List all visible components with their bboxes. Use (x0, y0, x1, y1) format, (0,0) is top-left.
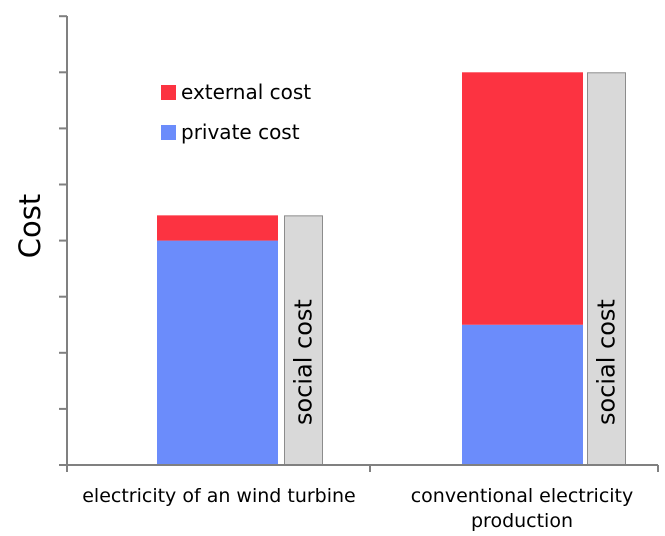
x-tick-label-1-1: production (471, 510, 573, 532)
legend-swatch-external-cost (161, 85, 176, 100)
bar-private-cost-1 (462, 324, 583, 465)
x-tick-label-1-0: conventional electricity (411, 485, 634, 507)
bar-private-cost-0 (157, 240, 278, 465)
y-axis-label: Cost (13, 194, 47, 258)
x-axis-labels: electricity of an wind turbine convention… (82, 485, 633, 532)
axes (59, 15, 659, 472)
bar-external-cost-0 (157, 215, 278, 241)
legend-swatch-private-cost (161, 125, 176, 140)
bar-external-cost-1 (462, 72, 583, 325)
bar-social-cost-1 (587, 72, 626, 466)
legend: external cost private cost (161, 80, 311, 144)
social-cost-label-1: social cost (593, 299, 621, 425)
x-tick-label-0-0: electricity of an wind turbine (82, 485, 356, 507)
social-cost-label-0: social cost (290, 299, 318, 425)
legend-label-private-cost: private cost (181, 120, 300, 144)
legend-label-external-cost: external cost (181, 80, 311, 104)
chart-marks: social cost social cost (157, 72, 626, 466)
